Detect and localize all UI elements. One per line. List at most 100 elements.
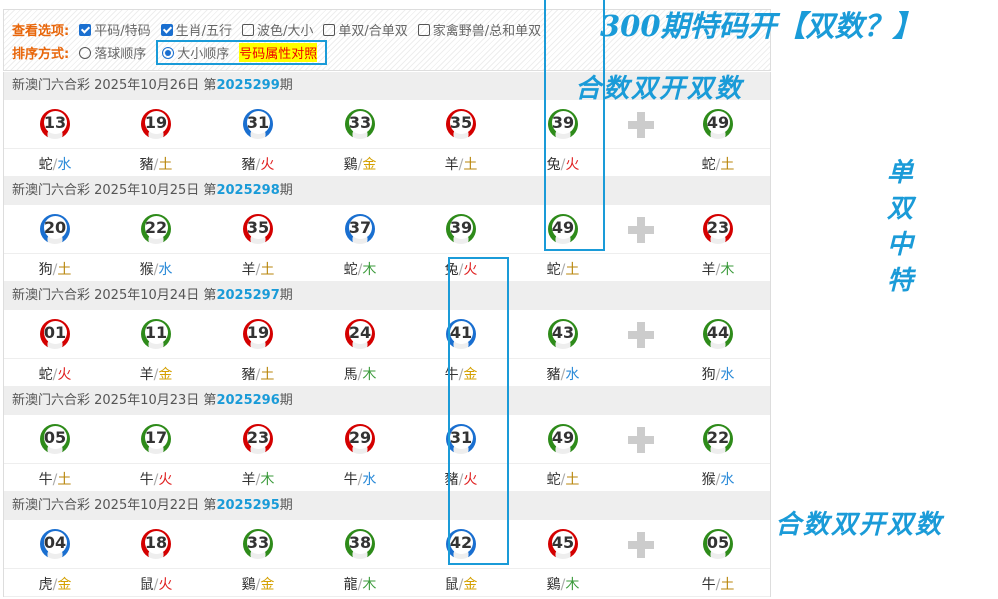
zodiac-element: 羊/木 [241,472,275,488]
note-overlay: 合数双开双数 [575,74,744,104]
number-ball: 44 [703,319,733,349]
zodiac-element: 蛇/火 [38,367,72,383]
zodiac-element: 羊/土 [444,157,478,173]
checkbox[interactable] [79,24,92,36]
zodiac-element: 狗/水 [701,367,735,383]
balls-row: 05 17 23 29 31 49 22 [4,415,770,464]
draw-list: 新澳门六合彩 2025年10月26日 第2025299期 13 19 31 33 35 39… [3,72,771,597]
zodiac-element: 馬/木 [343,367,377,383]
zodiac-element: 猴/水 [139,262,173,278]
checkbox[interactable] [160,24,173,36]
number-ball: 23 [703,214,733,244]
zodiac-element: 鼠/火 [139,577,173,593]
vertical-overlay: 单双中特 [886,158,913,296]
number-ball: 39 [446,214,476,244]
zodiac-element: 鷄/金 [343,157,377,173]
view-option[interactable]: 波色/大小 [241,20,313,39]
sort-option[interactable]: 落球顺序 [79,47,146,62]
number-ball: 19 [141,109,171,139]
number-ball: 22 [141,214,171,244]
view-options-label: 查看选项: [12,24,70,39]
number-ball: 31 [446,424,476,454]
number-ball: 22 [703,424,733,454]
sort-highlight-box: 大小顺序 号码属性对照 [156,40,328,65]
zodiac-element: 豬/水 [546,367,580,383]
zodiac-element: 狗/土 [38,262,72,278]
zodiac-element: 蛇/木 [343,262,377,278]
sort-option[interactable]: 大小顺序 [162,47,229,62]
checkbox[interactable] [323,24,336,36]
zodiac-element: 牛/水 [343,472,377,488]
zodiac-element: 兔/火 [546,157,580,173]
plus-icon [628,112,654,138]
balls-row: 01 11 19 24 41 43 44 [4,310,770,359]
number-ball: 43 [548,319,578,349]
zodiac-element: 牛/火 [139,472,173,488]
zodiac-element: 猴/水 [701,472,735,488]
number-ball: 19 [243,319,273,349]
number-ball: 31 [243,109,273,139]
view-option[interactable]: 单双/合单双 [323,20,408,39]
number-ball: 05 [703,529,733,559]
draw-header: 新澳门六合彩 2025年10月22日 第2025295期 [4,492,770,520]
number-ball: 04 [40,529,70,559]
issue-number: 2025297 [216,288,280,303]
zodiac-element: 鷄/木 [546,577,580,593]
plus-icon [628,217,654,243]
number-ball: 35 [446,109,476,139]
number-ball: 17 [141,424,171,454]
number-ball: 49 [548,424,578,454]
radio[interactable] [162,47,175,59]
zodiac-element: 蛇/土 [701,157,735,173]
attr-table-link[interactable]: 号码属性对照 [239,43,318,62]
note-overlay: 合数双开双数 [775,510,944,540]
number-ball: 11 [141,319,171,349]
number-ball: 41 [446,319,476,349]
number-ball: 05 [40,424,70,454]
zodiac-element: 鼠/金 [444,577,478,593]
draw-header: 新澳门六合彩 2025年10月25日 第2025298期 [4,177,770,205]
balls-row: 20 22 35 37 39 49 23 [4,205,770,254]
highlight-box [544,0,605,251]
number-ball: 37 [345,214,375,244]
number-ball: 45 [548,529,578,559]
labels-row: 蛇/水 豬/土 豬/火 鷄/金 羊/土 兔/火 蛇/土 [4,149,770,177]
number-ball: 13 [40,109,70,139]
zodiac-element: 蛇/土 [546,472,580,488]
number-ball: 01 [40,319,70,349]
headline-overlay: 300期特码开【双数？】 [600,9,922,43]
labels-row: 狗/土 猴/水 羊/土 蛇/木 兔/火 蛇/土 羊/木 [4,254,770,282]
radio[interactable] [79,47,92,59]
balls-row: 04 18 33 38 42 45 05 [4,520,770,569]
number-ball: 42 [446,529,476,559]
zodiac-element: 牛/土 [38,472,72,488]
draw-header: 新澳门六合彩 2025年10月23日 第2025296期 [4,387,770,415]
draw-header: 新澳门六合彩 2025年10月26日 第2025299期 [4,72,770,100]
number-ball: 24 [345,319,375,349]
sort-options: 排序方式: 落球顺序 大小顺序 号码属性对照 [12,40,328,65]
highlight-box [448,257,509,565]
view-option[interactable]: 生肖/五行 [160,20,232,39]
number-ball: 49 [548,214,578,244]
zodiac-element: 豬/火 [241,157,275,173]
plus-icon [628,322,654,348]
zodiac-element: 蛇/土 [546,262,580,278]
view-options: 查看选项: 平码/特码 生肖/五行 波色/大小 单双/合单双 家禽野兽/总和单双 [12,20,541,39]
zodiac-element: 龍/木 [343,577,377,593]
number-ball: 49 [703,109,733,139]
options-panel: 查看选项: 平码/特码 生肖/五行 波色/大小 单双/合单双 家禽野兽/总和单双 排序方… [3,9,771,71]
view-option[interactable]: 平码/特码 [79,20,151,39]
labels-row: 牛/土 牛/火 羊/木 牛/水 豬/火 蛇/土 猴/水 [4,464,770,492]
number-ball: 35 [243,214,273,244]
zodiac-element: 豬/土 [241,367,275,383]
checkbox[interactable] [417,24,430,36]
number-ball: 20 [40,214,70,244]
view-option[interactable]: 家禽野兽/总和单双 [417,20,541,39]
zodiac-element: 羊/金 [139,367,173,383]
zodiac-element: 蛇/水 [38,157,72,173]
issue-number: 2025296 [216,393,280,408]
checkbox[interactable] [241,24,254,36]
number-ball: 33 [345,109,375,139]
issue-number: 2025298 [216,183,280,198]
zodiac-element: 羊/木 [701,262,735,278]
